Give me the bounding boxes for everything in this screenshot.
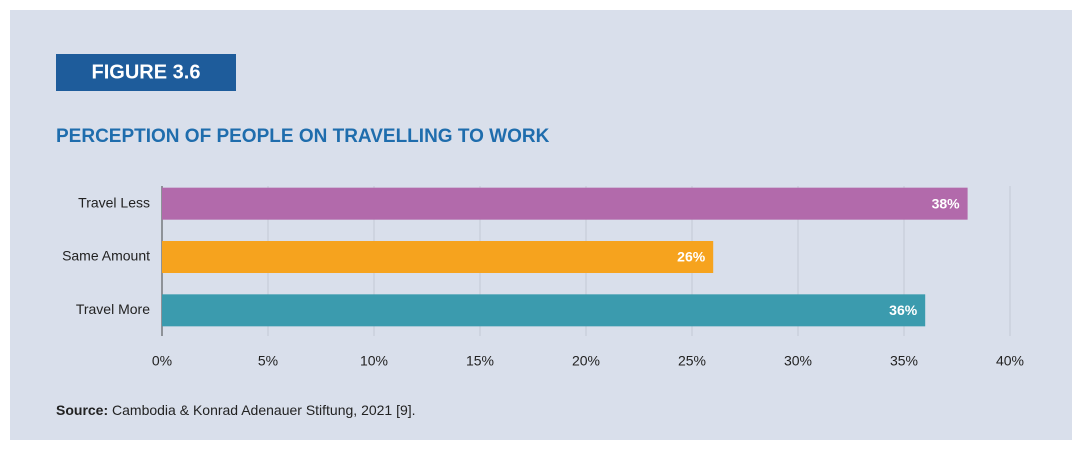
source-text: Cambodia & Konrad Adenauer Stiftung, 202… xyxy=(112,402,416,418)
source-label: Source: xyxy=(56,402,108,418)
figure-badge xyxy=(56,54,236,91)
y-tick-label: Travel Less xyxy=(78,194,150,210)
value-label: 38% xyxy=(932,195,961,211)
x-tick-label: 40% xyxy=(996,353,1024,369)
bar xyxy=(162,241,714,273)
bar xyxy=(162,294,926,327)
y-tick-label: Travel More xyxy=(76,301,150,317)
x-tick-label: 35% xyxy=(890,353,918,369)
x-tick-label: 5% xyxy=(258,353,278,369)
source: Source: Cambodia & Konrad Adenauer Stift… xyxy=(56,402,416,418)
figure-label: FIGURE 3.6 xyxy=(92,61,201,83)
x-tick-label: 15% xyxy=(466,353,494,369)
x-tick-label: 10% xyxy=(360,353,388,369)
chart-title: PERCEPTION OF PEOPLE ON TRAVELLING TO WO… xyxy=(56,126,550,147)
bar xyxy=(162,187,968,220)
x-tick-label: 25% xyxy=(678,353,706,369)
value-label: 26% xyxy=(677,249,706,265)
x-tick-label: 20% xyxy=(572,353,600,369)
x-tick-label: 30% xyxy=(784,353,812,369)
x-tick-label: 0% xyxy=(152,353,172,369)
y-tick-label: Same Amount xyxy=(62,248,150,264)
value-label: 36% xyxy=(889,302,918,318)
